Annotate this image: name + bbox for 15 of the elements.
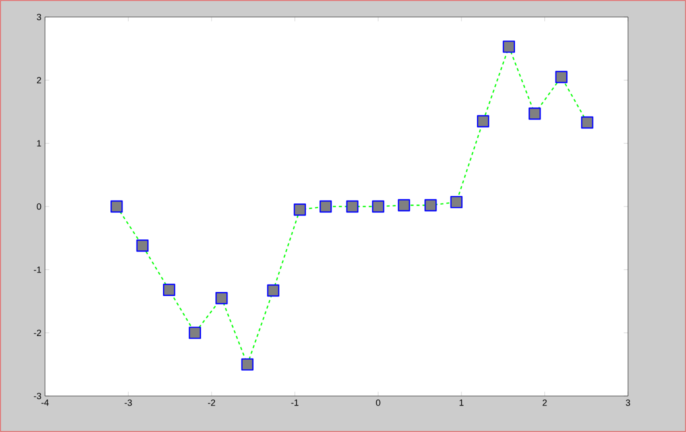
y-tick-label: 3: [36, 14, 42, 20]
x-tick-label: -1: [291, 400, 298, 406]
y-tick-label: 2: [36, 77, 42, 84]
x-tick-label: 3: [626, 400, 630, 406]
x-tick-label: -2: [208, 400, 216, 406]
y-tick-label: -2: [34, 330, 42, 336]
x-tick-label: 1: [460, 400, 464, 406]
y-tick-label: -1: [34, 266, 42, 273]
x-tick-label: -4: [41, 400, 49, 406]
x-tick-label: -3: [124, 400, 132, 406]
y-tick-label: -3: [34, 392, 42, 400]
y-tick-label: 1: [37, 140, 42, 146]
x-tick-label: 0: [376, 400, 380, 406]
y-tick-label: 0: [36, 203, 42, 210]
x-tick-label: 2: [542, 400, 547, 406]
